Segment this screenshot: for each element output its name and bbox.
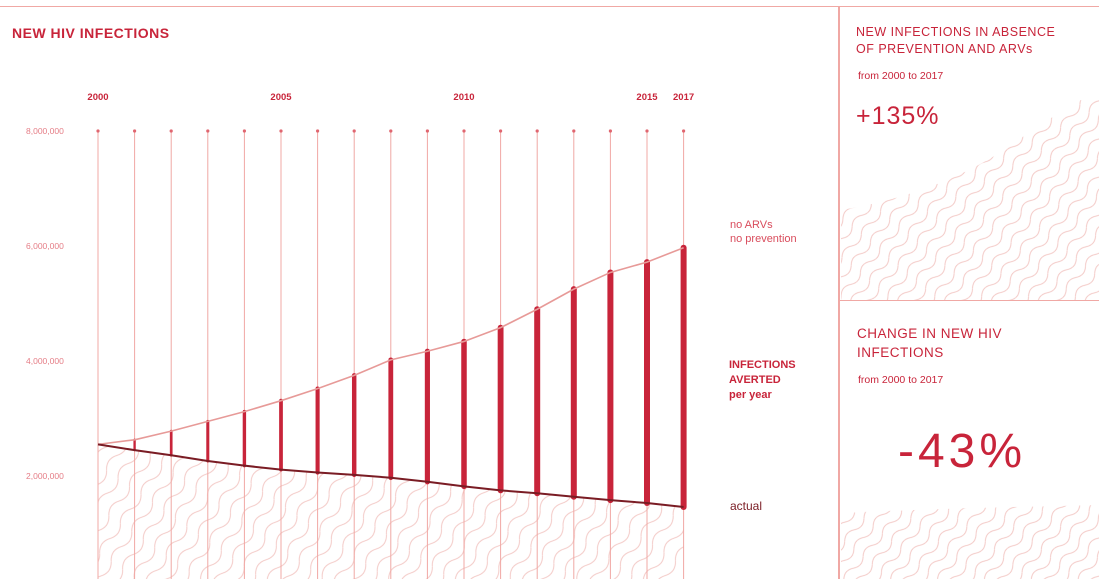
x-tick-label: 2000: [87, 92, 108, 103]
grid-dot-2014: [608, 129, 613, 133]
annotation-line1: INFECTIONS: [729, 359, 796, 371]
grid-dot-2005: [279, 129, 283, 133]
line-actual: [97, 443, 684, 509]
y-axis-labels: 8,000,000 6,000,000 4,000,000 2,000,000: [26, 126, 64, 481]
grid-dot-2015: [645, 129, 649, 133]
top-border: [0, 6, 1099, 7]
grid-dot-2012: [535, 129, 539, 133]
y-tick-label: 4,000,000: [26, 356, 64, 366]
grid-dot-2016: [682, 129, 686, 133]
y-tick-label: 2,000,000: [26, 471, 64, 481]
absence-subtitle: from 2000 to 2017: [858, 70, 944, 82]
x-axis-labels: 2000 2005 2010 2015 2017: [87, 92, 694, 103]
change-value: -43%: [898, 425, 1027, 478]
grid-dot-2001: [133, 129, 137, 133]
grid-dot-2002: [169, 129, 173, 133]
grid-dot-2003: [206, 129, 210, 133]
series-labels: no ARVs no prevention actual INFECTIONS …: [729, 219, 797, 513]
right-bottom-pattern: [841, 505, 1099, 579]
grid-dot-2007: [352, 129, 356, 133]
series-lines: [97, 246, 684, 509]
x-tick-label: 2010: [453, 92, 474, 103]
absence-value: +135%: [856, 102, 940, 130]
series-label-actual: actual: [730, 499, 762, 513]
grid-dot-2006: [316, 129, 320, 133]
grid-dot-2010: [462, 129, 466, 133]
averted-bars: [133, 244, 687, 511]
y-tick-label: 6,000,000: [26, 241, 64, 251]
grid-dot-2000: [96, 129, 100, 133]
line-no-arvs: [97, 246, 684, 446]
grid-dot-2013: [572, 129, 576, 133]
absence-title: NEW INFECTIONS IN ABSENCE OF PREVENTION …: [856, 25, 1056, 56]
right-top-pattern: [841, 100, 1099, 300]
panel-divider-vertical: [838, 6, 840, 579]
change-title: CHANGE IN NEW HIV INFECTIONS: [857, 326, 1003, 360]
annotation-line3: per year: [729, 389, 773, 401]
grid-dot-2009: [425, 129, 429, 133]
year-gridlines: [96, 129, 686, 579]
series-label-no-arvs-line1: no ARVs: [730, 219, 773, 231]
x-tick-label: 2005: [270, 92, 292, 103]
x-tick-label: 2015: [636, 92, 658, 103]
grid-dot-2008: [389, 129, 393, 133]
y-tick-label: 8,000,000: [26, 126, 64, 136]
grid-dot-2004: [242, 129, 246, 133]
change-subtitle: from 2000 to 2017: [858, 374, 944, 386]
panel-divider-horizontal: [840, 300, 1099, 301]
infections-chart: 8,000,000 6,000,000 4,000,000 2,000,000 200…: [26, 92, 797, 579]
x-tick-label: 2017: [673, 92, 694, 103]
annotation-line2: AVERTED: [729, 374, 781, 386]
chart-title: NEW HIV INFECTIONS: [12, 25, 170, 41]
series-label-no-arvs-line2: no prevention: [730, 233, 797, 245]
grid-dot-2011: [499, 129, 503, 133]
